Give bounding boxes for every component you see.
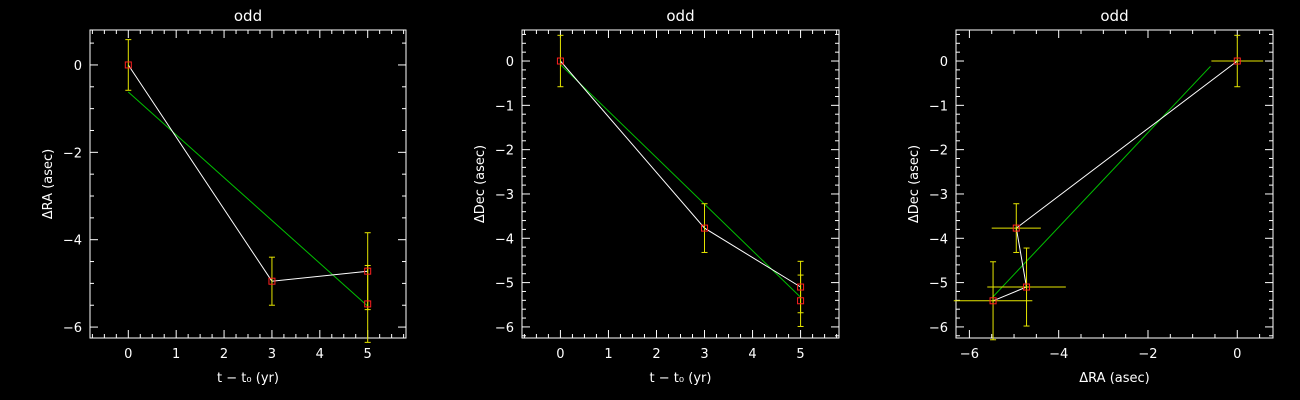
fit-line	[127, 91, 369, 307]
x-tick-label: 5	[364, 347, 372, 362]
x-tick-label: 0	[1233, 347, 1241, 362]
y-tick-label: −6	[63, 321, 82, 336]
axes-frame	[955, 29, 1274, 339]
x-axis-label: t − t₀ (yr)	[217, 371, 279, 386]
data-point-marker	[1012, 224, 1020, 232]
chart-title: odd	[1100, 7, 1128, 25]
y-tick-label: −6	[495, 321, 514, 336]
y-tick-label: 0	[506, 55, 514, 70]
x-axis-label: t − t₀ (yr)	[650, 371, 712, 386]
y-axis-label: ΔRA (asec)	[41, 149, 56, 219]
data-point-marker	[1023, 283, 1031, 291]
fit-line	[991, 65, 1211, 299]
x-tick-label: 4	[748, 347, 756, 362]
data-point-marker	[1233, 57, 1241, 65]
x-axis-label: ΔRA (asec)	[1079, 371, 1149, 386]
x-tick-label: 0	[556, 347, 564, 362]
panel-dec-vs-time: odd 0 1 2 3 4 5 0 −1 −2 −3 −4 −5 −6 t − t₀ (yr) ΔDec (a…	[473, 7, 840, 386]
chart-title: odd	[666, 7, 694, 25]
y-tick-label: −5	[929, 277, 948, 292]
y-tick-label: −3	[929, 188, 948, 203]
x-tick-label: −4	[1049, 347, 1068, 362]
data-point-marker	[701, 224, 709, 232]
y-tick-label: −2	[929, 144, 948, 159]
x-tick-label: −6	[960, 347, 979, 362]
y-tick-label: −4	[929, 232, 948, 247]
x-tick-label: 1	[604, 347, 612, 362]
y-tick-label: 0	[74, 59, 82, 74]
y-axis-label: ΔDec (asec)	[907, 145, 922, 223]
data-point-marker	[364, 267, 372, 275]
x-tick-label: 2	[652, 347, 660, 362]
y-tick-label: −4	[63, 234, 82, 249]
y-tick-label: −2	[63, 146, 82, 161]
y-tick-label: −1	[495, 99, 514, 114]
x-tick-label: −2	[1138, 347, 1157, 362]
x-tick-label: 5	[796, 347, 804, 362]
y-axis-label: ΔDec (asec)	[473, 145, 488, 223]
y-tick-label: −4	[495, 232, 514, 247]
y-tick-label: −5	[495, 277, 514, 292]
x-tick-label: 0	[124, 347, 132, 362]
y-tick-label: −3	[495, 188, 514, 203]
data-point-marker	[556, 57, 564, 65]
x-tick-label: 3	[700, 347, 708, 362]
panel-ra-vs-time: odd 0 1 2 3 4 5 0 −2 −4 −6 t − t₀ (yr) ΔRA (asec)	[41, 7, 407, 386]
data-point-marker	[797, 297, 805, 305]
fit-line	[560, 64, 801, 298]
y-tick-label: −6	[929, 321, 948, 336]
y-tick-label: −2	[495, 144, 514, 159]
data-point-marker	[268, 277, 276, 285]
y-tick-label: 0	[940, 55, 948, 70]
data-point-marker	[989, 297, 997, 305]
x-tick-label: 1	[172, 347, 180, 362]
panel-dec-vs-ra: odd −6 −4 −2 0 0 −1 −2 −3 −4 −5 −6 ΔRA (asec) ΔDec (a…	[907, 7, 1274, 386]
data-point-marker	[364, 300, 372, 308]
x-tick-label: 2	[220, 347, 228, 362]
data-point-marker	[797, 283, 805, 291]
chart-title: odd	[234, 7, 262, 25]
data-point-marker	[124, 61, 132, 69]
x-tick-label: 3	[268, 347, 276, 362]
y-tick-label: −1	[929, 99, 948, 114]
data-path-line	[992, 60, 1238, 302]
x-tick-label: 4	[316, 347, 324, 362]
